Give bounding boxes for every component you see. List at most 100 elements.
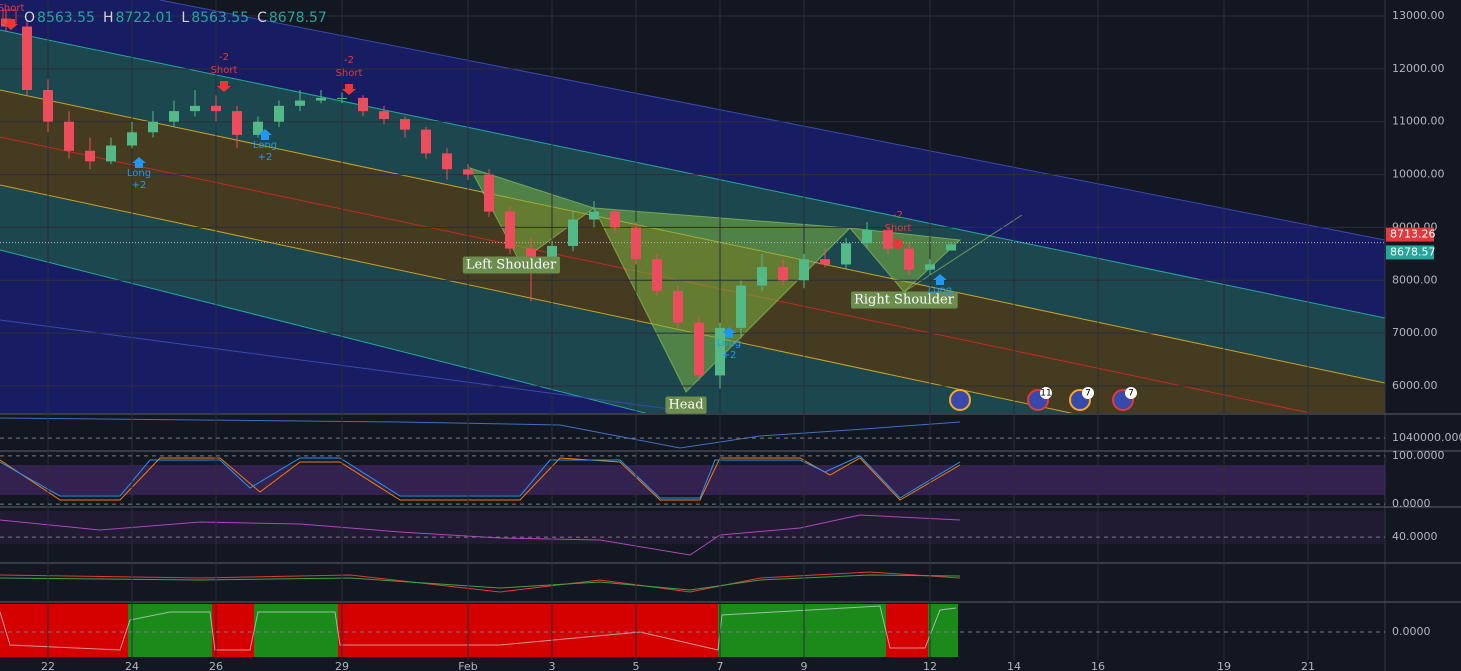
x-tick-label: 26 — [209, 660, 223, 671]
signal-amount: +2 — [132, 180, 147, 191]
signal-arrow — [217, 81, 231, 92]
x-tick-label: 9 — [801, 660, 808, 671]
candle-body — [925, 264, 936, 270]
pattern-label: Left Shoulder — [466, 258, 557, 273]
candle-body — [106, 145, 117, 162]
price-label: 8713.26 — [1390, 228, 1436, 241]
candle-body — [85, 150, 96, 162]
candle-body — [64, 121, 75, 151]
legend-value: 8563.55 — [37, 10, 95, 26]
legend-value: 8722.01 — [115, 10, 173, 26]
signal-label: Short — [0, 3, 24, 14]
price-label: 8678.57 — [1390, 245, 1436, 258]
price-label-box — [1386, 227, 1434, 242]
signal-label: Long — [928, 285, 952, 296]
x-tick-label: 3 — [549, 660, 556, 671]
channels — [0, 0, 1385, 413]
x-tick-label: 12 — [923, 660, 937, 671]
candle-body — [946, 244, 957, 251]
candle-body — [232, 111, 243, 135]
signal-label: Short — [211, 65, 238, 76]
legend-value: 8563.55 — [191, 10, 249, 26]
pattern-label-box — [665, 396, 707, 414]
candle-body — [589, 211, 600, 220]
candle-body — [400, 119, 411, 130]
x-tick-label: 24 — [125, 660, 139, 671]
candle-body — [379, 111, 390, 120]
signal-arrow — [132, 157, 146, 168]
event-count-bg — [1082, 387, 1094, 399]
event-count: 7 — [1085, 389, 1091, 399]
y-tick-label: 13000.00 — [1392, 9, 1445, 22]
candle-body — [295, 100, 306, 106]
y-tick-label: 8000.00 — [1392, 273, 1438, 286]
pattern-label-box — [462, 256, 560, 274]
signal-arrow — [722, 327, 736, 338]
candle-body — [358, 97, 369, 112]
candle-body — [778, 267, 789, 281]
candle-body — [568, 219, 579, 246]
indicator-lines — [0, 417, 961, 657]
legend-key: L — [181, 10, 189, 26]
y-tick-label: 10000.00 — [1392, 168, 1445, 181]
candle-body — [148, 121, 159, 133]
indicator-tick-label: 1040000.0000 — [1392, 431, 1461, 444]
signal-amount: +2 — [722, 350, 737, 361]
indicator-tick-label: 100.0000 — [1392, 449, 1445, 462]
candle-body — [421, 129, 432, 154]
candle-body — [631, 227, 642, 260]
event-count-bg — [1125, 387, 1137, 399]
candle-body — [505, 211, 516, 249]
y-tick-label: 11000.00 — [1392, 115, 1445, 128]
candle-body — [799, 259, 810, 281]
candle-body — [547, 245, 558, 265]
x-tick-label: Feb — [458, 660, 477, 671]
signal-arrow — [891, 239, 905, 250]
candle-body — [463, 169, 474, 175]
candle-body — [442, 153, 453, 170]
pane-borders — [0, 413, 1461, 603]
signal-label: Long — [717, 338, 741, 349]
legend-key: C — [257, 10, 267, 26]
candle-body — [736, 285, 747, 328]
candle-body — [190, 105, 201, 112]
rsi-band — [0, 511, 1385, 544]
indicator-tick-label: 0.0000 — [1392, 625, 1431, 638]
signal-amount: -2 — [344, 55, 354, 66]
pattern-label-box — [851, 291, 958, 309]
indicator-tick-label: 40.0000 — [1392, 530, 1438, 543]
candle-body — [484, 174, 495, 212]
candle-body — [862, 230, 873, 244]
candle-body — [715, 327, 726, 376]
signal-amount: -2 — [219, 52, 229, 63]
signal-arrow — [258, 129, 272, 140]
signal-label: Short — [336, 68, 363, 79]
legend-key: H — [103, 10, 114, 26]
candle-body — [316, 97, 327, 101]
y-tick-label: 12000.00 — [1392, 62, 1445, 75]
candle-body — [127, 132, 138, 146]
x-tick-label: 22 — [41, 660, 55, 671]
legend-key: O — [24, 10, 35, 26]
event-count: 7 — [1128, 389, 1134, 399]
candle-body — [253, 121, 264, 135]
y-tick-label: 6000.00 — [1392, 379, 1438, 392]
event-count-bg — [1040, 387, 1052, 399]
x-tick-label: 21 — [1301, 660, 1315, 671]
candle-body — [694, 322, 705, 376]
signal-arrow — [342, 84, 356, 95]
candle-body — [610, 211, 621, 228]
event-badge — [949, 389, 971, 411]
candle-body — [673, 290, 684, 323]
candle-body — [22, 26, 33, 90]
signal-amount: -2 — [893, 210, 903, 221]
candle-body — [652, 259, 663, 291]
candle-body — [169, 111, 180, 122]
signal-label: Short — [885, 223, 912, 234]
candle-body — [841, 243, 852, 265]
signal-label: Long — [127, 168, 151, 179]
signal-label: Long — [253, 140, 277, 151]
pattern-label: Head — [668, 398, 703, 413]
